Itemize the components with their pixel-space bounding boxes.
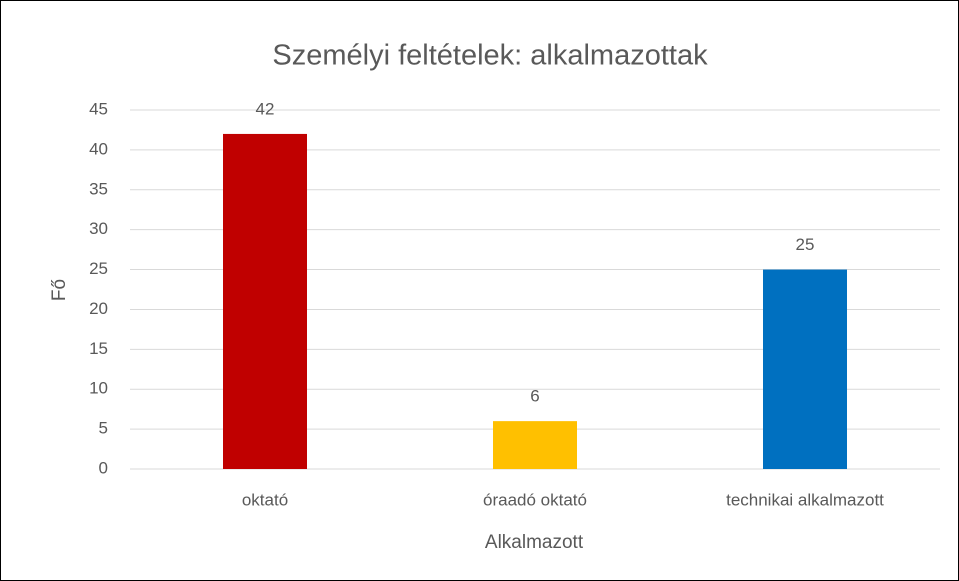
y-tick-label: 10 (89, 379, 108, 398)
y-tick-label: 35 (89, 179, 108, 198)
bar (223, 133, 307, 469)
y-tick-label: 15 (89, 339, 108, 358)
x-axis-label: Alkalmazott (485, 532, 584, 553)
bar (493, 421, 577, 469)
x-tick-label: óraadó oktató (483, 490, 587, 509)
data-label: 25 (796, 235, 815, 254)
data-label: 6 (530, 387, 539, 406)
data-label: 42 (256, 99, 275, 118)
y-axis-label: Fő (49, 279, 70, 301)
y-tick-label: 20 (89, 299, 108, 318)
y-tick-label: 5 (99, 419, 108, 438)
y-tick-label: 40 (89, 139, 108, 158)
y-tick-label: 30 (89, 219, 108, 238)
x-tick-label: oktató (242, 490, 288, 509)
y-tick-label: 0 (99, 458, 108, 477)
chart-title: Személyi feltételek: alkalmazottak (272, 40, 708, 72)
x-tick-label: technikai alkalmazott (726, 490, 884, 509)
y-tick-label: 25 (89, 259, 108, 278)
y-tick-label: 45 (89, 99, 108, 118)
bar (763, 269, 847, 469)
